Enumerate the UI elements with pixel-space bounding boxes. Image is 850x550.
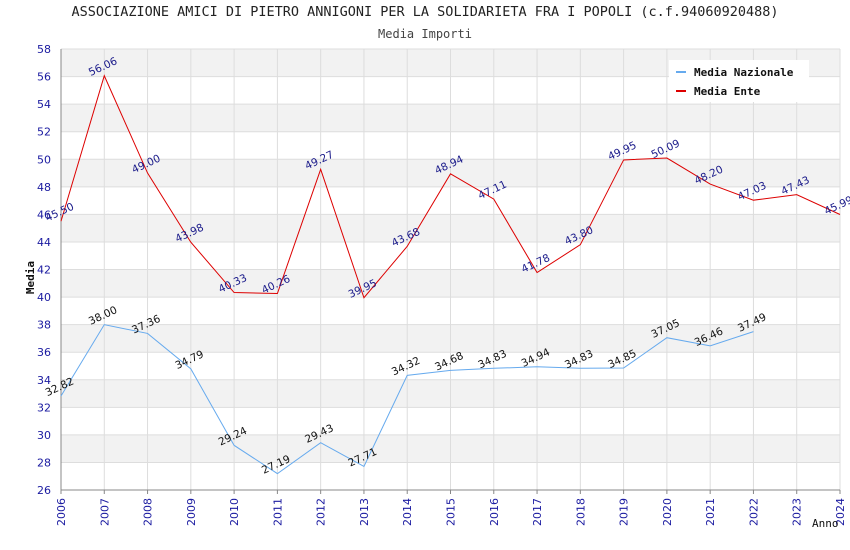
- x-tick-label: 2010: [228, 498, 241, 526]
- y-tick-label: 30: [37, 429, 51, 442]
- x-tick-label: 2022: [747, 498, 760, 526]
- y-tick-label: 48: [37, 181, 51, 194]
- x-tick-label: 2008: [142, 498, 155, 526]
- y-tick-label: 52: [37, 126, 51, 139]
- y-tick-label: 56: [37, 71, 51, 84]
- x-tick-label: 2021: [704, 498, 717, 526]
- y-tick-label: 40: [37, 291, 51, 304]
- series-line-media-nazionale: [60, 324, 754, 475]
- chart-title: ASSOCIAZIONE AMICI DI PIETRO ANNIGONI PE…: [71, 4, 779, 20]
- legend: Media Nazionale Media Ente: [669, 60, 809, 102]
- x-tick-label: 2019: [618, 498, 631, 526]
- y-tick-label: 46: [37, 208, 51, 221]
- y-tick-label: 32: [37, 401, 51, 414]
- y-tick-label: 38: [37, 319, 51, 332]
- y-tick-label: 36: [37, 346, 51, 359]
- x-tick-label: 2009: [185, 498, 198, 526]
- x-tick-label: 2014: [401, 498, 414, 526]
- x-tick-label: 2024: [834, 498, 847, 526]
- x-tick-label: 2020: [661, 498, 674, 526]
- y-tick-label: 42: [37, 264, 51, 277]
- x-tick-label: 2016: [488, 498, 501, 526]
- legend-entry: Media Nazionale: [694, 66, 794, 79]
- x-tick-label: 2011: [271, 498, 284, 526]
- y-tick-label: 54: [37, 98, 51, 111]
- y-tick-label: 34: [37, 374, 51, 387]
- x-tick-label: 2013: [358, 498, 371, 526]
- series-line-media-ente: [60, 74, 841, 299]
- x-axis-label: Anno: [812, 517, 839, 530]
- y-tick-label: 58: [37, 43, 51, 56]
- y-tick-label: 28: [37, 456, 51, 469]
- legend-box: [669, 60, 809, 102]
- y-tick-label: 44: [37, 236, 51, 249]
- x-tick-label: 2018: [574, 498, 587, 526]
- x-tick-label: 2015: [445, 498, 458, 526]
- y-tick-label: 50: [37, 153, 51, 166]
- y-axis-label: Media: [24, 261, 37, 294]
- x-tick-label: 2023: [791, 498, 804, 526]
- x-tick-label: 2017: [531, 498, 544, 526]
- x-tick-label: 2006: [55, 498, 68, 526]
- legend-entry: Media Ente: [694, 85, 761, 98]
- chart-subtitle: Media Importi: [378, 27, 472, 41]
- x-tick-label: 2012: [315, 498, 328, 526]
- x-tick-label: 2007: [98, 498, 111, 526]
- y-tick-label: 26: [37, 484, 51, 497]
